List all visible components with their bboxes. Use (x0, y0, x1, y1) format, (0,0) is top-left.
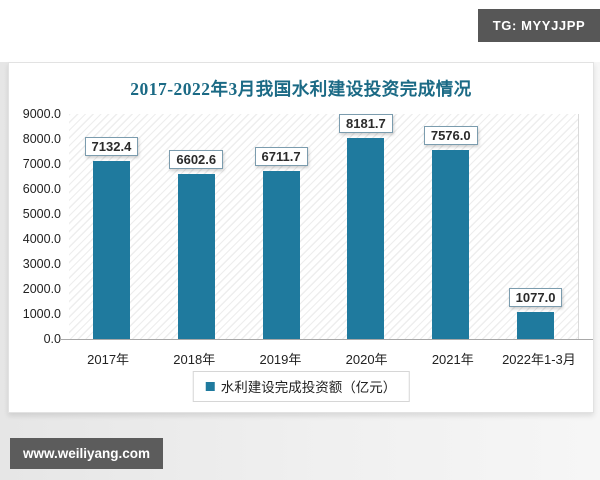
bar-group: 1077.0 (493, 114, 578, 339)
y-axis-tick-label: 8000.0 (22, 132, 61, 146)
y-axis-tick-label: 5000.0 (22, 207, 61, 221)
bar (177, 173, 215, 339)
bar-value-label: 7132.4 (84, 136, 139, 156)
bar-group: 7132.4 (69, 114, 154, 339)
bar (432, 149, 470, 339)
bar-value-label: 1077.0 (508, 288, 563, 308)
bar-group: 6602.6 (154, 114, 239, 339)
x-axis-tick-label: 2021年 (431, 352, 474, 367)
y-axis-tick-label: 2000.0 (22, 282, 61, 296)
legend-label: 水利建设完成投资额（亿元） (220, 380, 397, 395)
x-axis-tick-label: 2017年 (87, 352, 130, 367)
bar-value-label: 6711.7 (254, 147, 308, 167)
y-axis-tick-label: 6000.0 (22, 182, 61, 196)
bar-value-label: 6602.6 (169, 149, 224, 169)
y-axis-tick-label: 3000.0 (22, 257, 61, 271)
bar-value-label: 8181.7 (339, 114, 393, 133)
x-axis: 2017年 2018年 2019年 2020年 2021年 2022年1-3月 (65, 349, 582, 368)
x-axis-tick-label: 2019年 (259, 352, 302, 367)
telegram-watermark-badge: TG: MYYJJPP (478, 9, 600, 42)
y-axis-tick-label: 1000.0 (22, 307, 61, 321)
site-watermark-banner: www.weiliyang.com (10, 438, 164, 469)
bar-group: 8181.7 (323, 114, 408, 339)
y-axis-tick-label: 4000.0 (22, 232, 61, 246)
x-axis-tick-label: 2018年 (173, 352, 216, 367)
chart-title: 2017-2022年3月我国水利建设投资完成情况 (130, 79, 472, 99)
y-axis-tick-label: 7000.0 (22, 157, 61, 171)
bar-value-label: 7576.0 (423, 125, 478, 145)
telegram-watermark-label: TG: MYYJJPP (492, 18, 586, 33)
bar-group: 6711.7 (239, 114, 324, 339)
y-axis: 9000.0 8000.0 7000.0 6000.0 5000.0 4000.0 3000… (9, 106, 61, 356)
y-axis-tick-label: 9000.0 (22, 107, 61, 121)
legend: 水利建设完成投资额（亿元） (192, 371, 410, 402)
chart-card: 2017-2022年3月我国水利建设投资完成情况 9000.0 8000.0 700… (8, 62, 594, 413)
bar (347, 138, 385, 339)
x-axis-tick-label: 2020年 (345, 352, 388, 367)
bar-group: 7576.0 (408, 114, 493, 339)
site-watermark-label: www.weiliyang.com (23, 446, 151, 461)
plot-area: 7132.4 6602.6 6711.7 8181.7 7576.0 1077.0 (69, 114, 579, 339)
bar (92, 160, 130, 339)
x-axis-baseline (61, 339, 593, 340)
legend-marker-square (205, 381, 215, 391)
bar (262, 171, 300, 339)
x-axis-tick-label: 2022年1-3月 (502, 352, 576, 367)
bar (517, 312, 555, 339)
y-axis-tick-label: 0.0 (43, 332, 61, 346)
